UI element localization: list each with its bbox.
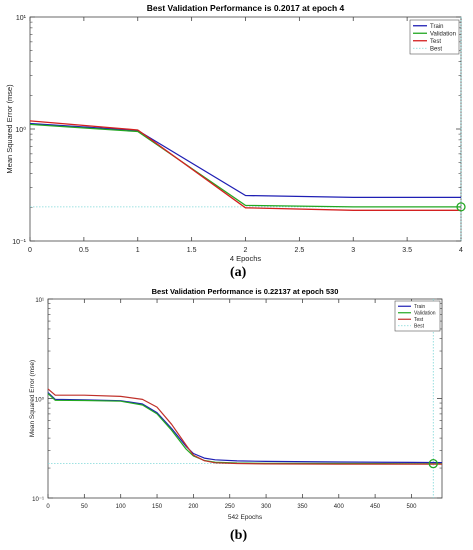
chart-a-title: Best Validation Performance is 0.2017 at…: [147, 3, 345, 13]
chart-a-x-tick-label: 4: [459, 247, 463, 254]
chart-a-x-tick-label: 1: [136, 247, 140, 254]
chart-b: Best Validation Performance is 0.22137 a…: [29, 287, 443, 521]
chart-a: Best Validation Performance is 0.2017 at…: [5, 3, 466, 263]
chart-b-x-tick-label: 500: [406, 504, 417, 510]
chart-b-x-axis-label: 542 Epochs: [228, 514, 263, 521]
chart-b-x-tick-label: 250: [225, 504, 236, 510]
chart-a-best-marker: [456, 202, 466, 212]
chart-a-legend-label: Best: [430, 46, 442, 52]
chart-a-x-tick-label: 2.5: [295, 247, 305, 254]
chart-a-legend-label: Validation: [430, 31, 456, 37]
chart-b-x-tick-label: 50: [81, 504, 88, 510]
chart-a-y-tick-label: 10⁰: [15, 126, 26, 134]
chart-b-series-validation: [47, 393, 442, 465]
chart-b-legend-label: Validation: [414, 311, 436, 317]
chart-a-y-axis-label: Mean Squared Error (mse): [5, 84, 14, 174]
chart-a-legend-label: Test: [430, 39, 441, 45]
chart-b-x-tick-label: 200: [188, 504, 199, 510]
chart-a-x-tick-label: 1.5: [187, 247, 197, 254]
chart-a-x-tick-label: 3: [351, 247, 355, 254]
chart-b-x-tick-label: 100: [116, 504, 127, 510]
chart-b-y-tick-label: 10⁻¹: [32, 497, 44, 503]
chart-b-legend-label: Train: [414, 304, 425, 310]
chart-b-y-axis-label: Mean Squared Error (mse): [29, 360, 36, 437]
chart-b-x-tick-label: 0: [46, 504, 50, 510]
chart-b-y-tick-label: 10⁰: [35, 397, 45, 404]
chart-b-plot-frame: [47, 298, 443, 499]
chart-b-x-tick-label: 350: [297, 504, 308, 510]
chart-a-legend-label: Train: [430, 24, 443, 30]
chart-b-legend-label: Test: [414, 317, 424, 323]
chart-b-x-tick-label: 450: [370, 504, 381, 510]
chart-b-title: Best Validation Performance is 0.22137 a…: [152, 287, 339, 296]
chart-b-y-tick-label: 10¹: [35, 298, 44, 304]
chart-a-x-tick-label: 0: [28, 247, 32, 254]
chart-a-x-tick-label: 3.5: [402, 247, 412, 254]
chart-b-legend-label: Best: [414, 324, 425, 330]
chart-b-series-train: [47, 392, 443, 464]
chart-a-series-train: [29, 122, 461, 199]
caption-b: (b): [230, 528, 248, 543]
chart-a-series-test: [29, 120, 461, 211]
chart-a-x-tick-label: 0.5: [79, 247, 89, 254]
chart-a-y-tick-label: 10¹: [16, 15, 27, 22]
chart-a-x-tick-label: 2: [244, 247, 248, 254]
chart-a-y-tick-label: 10⁻¹: [12, 239, 26, 246]
chart-a-x-axis-label: 4 Epochs: [230, 254, 262, 263]
caption-a: (a): [230, 265, 247, 280]
chart-b-x-tick-label: 150: [152, 504, 163, 510]
chart-b-x-tick-label: 400: [334, 504, 345, 510]
chart-b-series-test: [47, 388, 442, 465]
chart-a-series-validation: [29, 123, 461, 208]
chart-b-best-marker: [428, 459, 438, 469]
chart-b-x-tick-label: 300: [261, 504, 272, 510]
